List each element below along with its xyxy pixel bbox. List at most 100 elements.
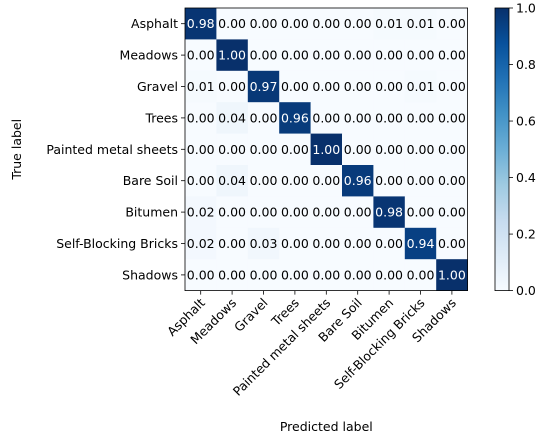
heatmap-cell	[404, 70, 437, 103]
y-tick-label: Bare Soil	[123, 173, 178, 188]
heatmap-cell	[310, 8, 343, 40]
cell-value-label: 0.00	[407, 205, 435, 220]
y-tick-label: Shadows	[122, 267, 178, 282]
heatmap-cell	[216, 102, 249, 134]
cell-value-label: 0.00	[312, 110, 340, 125]
heatmap-cell	[185, 39, 217, 72]
heatmap-cell	[436, 8, 468, 40]
heatmap-cell	[404, 227, 437, 260]
y-tick-label: Painted metal sheets	[46, 142, 178, 157]
heatmap-cell	[185, 227, 217, 260]
cell-value-label: 0.94	[407, 236, 435, 251]
cell-value-label: 0.00	[187, 110, 215, 125]
heatmap-cell	[185, 102, 217, 134]
heatmap-cell	[247, 133, 280, 166]
heatmap-cell	[310, 259, 343, 291]
cell-value-label: 0.00	[250, 142, 278, 157]
heatmap-cell	[436, 227, 468, 260]
colorbar-tick-label: 0.2	[516, 227, 536, 242]
y-tick-label: Asphalt	[131, 16, 178, 31]
heatmap-cell	[373, 133, 406, 166]
cell-value-label: 0.00	[250, 16, 278, 31]
heatmap-cell	[185, 259, 217, 291]
cell-value-label: 0.00	[281, 267, 309, 282]
heatmap-cell	[216, 165, 249, 197]
cell-value-label: 0.00	[281, 142, 309, 157]
heatmap-cell	[342, 196, 374, 229]
cell-value-label: 0.00	[375, 267, 403, 282]
cell-value-label: 0.00	[250, 205, 278, 220]
cell-value-label: 0.00	[375, 142, 403, 157]
cell-value-label: 0.00	[438, 205, 466, 220]
heatmap-cell	[185, 133, 217, 166]
cell-value-label: 0.00	[312, 205, 340, 220]
heatmap-cell	[310, 196, 343, 229]
cell-value-label: 0.01	[375, 16, 403, 31]
heatmap-cell	[279, 102, 311, 134]
heatmap-cell	[373, 196, 406, 229]
heatmap-cell	[404, 133, 437, 166]
cell-value-label: 0.00	[312, 267, 340, 282]
heatmap-cell	[279, 70, 311, 103]
heatmap-cell	[373, 70, 406, 103]
heatmap-cell	[404, 196, 437, 229]
cell-value-label: 0.00	[187, 48, 215, 63]
heatmap-cell	[373, 8, 406, 40]
heatmap-cell	[185, 196, 217, 229]
y-tick-label: Gravel	[137, 79, 178, 94]
heatmap-cell	[247, 227, 280, 260]
cell-value-label: 0.00	[187, 142, 215, 157]
cell-value-label: 0.00	[407, 142, 435, 157]
cell-value-label: 0.00	[250, 110, 278, 125]
heatmap-cell	[279, 227, 311, 260]
heatmap-cell	[279, 39, 311, 72]
heatmap-cell	[279, 165, 311, 197]
y-tick-label: Trees	[144, 110, 178, 125]
heatmap-cell	[404, 165, 437, 197]
cell-value-label: 0.00	[344, 79, 372, 94]
heatmap-cell	[185, 8, 217, 40]
cell-value-label: 0.00	[407, 267, 435, 282]
cell-value-label: 1.00	[312, 142, 340, 157]
cell-value-label: 0.00	[438, 110, 466, 125]
cell-value-label: 1.00	[438, 267, 466, 282]
cell-value-label: 0.00	[218, 142, 246, 157]
cell-value-label: 0.96	[344, 173, 372, 188]
colorbar-tick-label: 1.0	[516, 1, 536, 16]
cell-value-label: 0.00	[187, 267, 215, 282]
cell-value-label: 0.00	[375, 110, 403, 125]
heatmap-cell	[436, 102, 468, 134]
heatmap-cell	[342, 259, 374, 291]
heatmap-cell	[216, 39, 249, 72]
cell-value-label: 0.00	[312, 79, 340, 94]
heatmap-cell	[185, 70, 217, 103]
heatmap-cell	[404, 102, 437, 134]
cell-value-label: 0.03	[250, 236, 278, 251]
heatmap-cell-labels: 0.98 0.00 0.00 0.00 0.00 0.00 0.01 0.01 0.000.00…	[187, 16, 466, 282]
heatmap-cell	[310, 39, 343, 72]
colorbar	[494, 7, 510, 292]
cell-value-label: 0.00	[218, 79, 246, 94]
cell-value-label: 1.00	[218, 48, 246, 63]
colorbar-tick-label: 0.8	[516, 57, 536, 72]
heatmap-cell	[310, 227, 343, 260]
cell-value-label: 0.01	[407, 16, 435, 31]
cell-value-label: 0.00	[344, 16, 372, 31]
cell-value-label: 0.00	[375, 236, 403, 251]
heatmap-cell	[373, 227, 406, 260]
heatmap-cell	[247, 196, 280, 229]
heatmap-cell	[342, 70, 374, 103]
cell-value-label: 0.00	[344, 236, 372, 251]
cell-value-label: 0.00	[250, 173, 278, 188]
cell-value-label: 0.01	[187, 79, 215, 94]
cell-value-label: 0.04	[218, 173, 246, 188]
y-tick-label: Meadows	[120, 48, 178, 63]
heatmap-cell	[342, 39, 374, 72]
heatmap-cell	[310, 165, 343, 197]
cell-value-label: 0.02	[187, 205, 215, 220]
heatmap-cell	[373, 102, 406, 134]
y-tick-label: Self-Blocking Bricks	[56, 236, 178, 251]
heatmap-cell	[216, 70, 249, 103]
heatmap-cell	[247, 259, 280, 291]
